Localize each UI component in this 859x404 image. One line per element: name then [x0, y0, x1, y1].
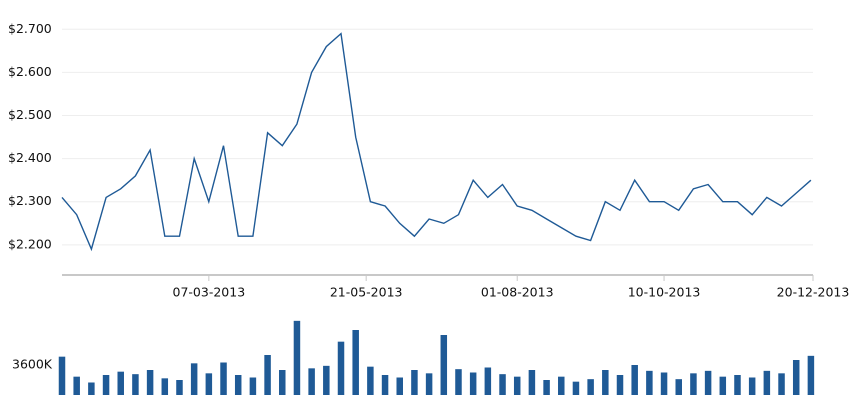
volume-bar — [234, 375, 242, 395]
volume-bar — [205, 373, 213, 395]
y-tick-label: 3600K — [12, 357, 53, 372]
volume-bar — [367, 366, 374, 395]
volume-bar — [528, 370, 536, 395]
volume-bar — [264, 355, 271, 395]
x-tick-label: 01-08-2013 — [481, 285, 554, 300]
volume-bar — [249, 377, 257, 395]
volume-bar — [734, 375, 741, 395]
volume-bar — [704, 370, 712, 395]
volume-bar — [499, 374, 506, 395]
volume-bar — [146, 370, 154, 395]
volume-bar — [117, 371, 124, 395]
volume-bar — [616, 375, 624, 395]
y-tick-label: $2.400 — [8, 150, 52, 165]
x-tick-label: 21-05-2013 — [330, 285, 403, 300]
volume-bar — [58, 356, 66, 395]
volume-bar — [176, 380, 183, 395]
y-tick-label: $2.500 — [8, 107, 52, 122]
volume-bar — [558, 376, 565, 395]
volume-bar — [440, 335, 448, 395]
volume-bar — [190, 363, 198, 395]
volume-bar — [675, 379, 682, 395]
volume-bar — [807, 355, 815, 395]
y-tick-label: $2.200 — [8, 236, 52, 251]
volume-bar — [572, 381, 580, 395]
volume-bar — [425, 373, 433, 395]
x-tick-label: 20-12-2013 — [777, 285, 850, 300]
volume-bar — [778, 373, 785, 395]
volume-bar — [279, 370, 286, 395]
volume-bar — [161, 378, 169, 395]
volume-bar — [587, 379, 594, 395]
volume-bar — [748, 377, 756, 395]
volume-bar — [323, 365, 330, 395]
volume-bar — [646, 370, 653, 395]
volume-bar — [293, 320, 301, 395]
volume-bar — [631, 365, 638, 395]
volume-bar — [484, 367, 492, 395]
volume-bar — [660, 372, 668, 395]
volume-bar — [719, 376, 727, 395]
volume-bar — [88, 382, 95, 395]
volume-bar — [352, 330, 359, 395]
volume-bar — [396, 377, 403, 395]
volume-bar — [513, 376, 521, 395]
volume-bar — [543, 380, 550, 395]
volume-bar — [381, 375, 389, 395]
x-tick-label: 07-03-2013 — [173, 285, 246, 300]
volume-bar — [455, 369, 462, 395]
volume-bar — [763, 370, 771, 395]
volume-bar — [132, 374, 139, 395]
y-tick-label: $2.700 — [8, 21, 52, 36]
volume-bar — [411, 370, 418, 395]
volume-bar — [220, 362, 227, 395]
volume-bar — [308, 368, 315, 395]
y-tick-label: $2.300 — [8, 193, 52, 208]
volume-bar — [337, 341, 345, 395]
volume-bar — [73, 376, 80, 395]
volume-bar — [792, 360, 800, 395]
price-line — [61, 32, 812, 252]
x-tick-label: 10-10-2013 — [628, 285, 701, 300]
volume-bar — [602, 370, 609, 395]
volume-bar — [469, 372, 477, 395]
y-tick-label: $2.600 — [8, 64, 52, 79]
volume-bar — [102, 375, 110, 395]
volume-bar — [690, 373, 697, 395]
